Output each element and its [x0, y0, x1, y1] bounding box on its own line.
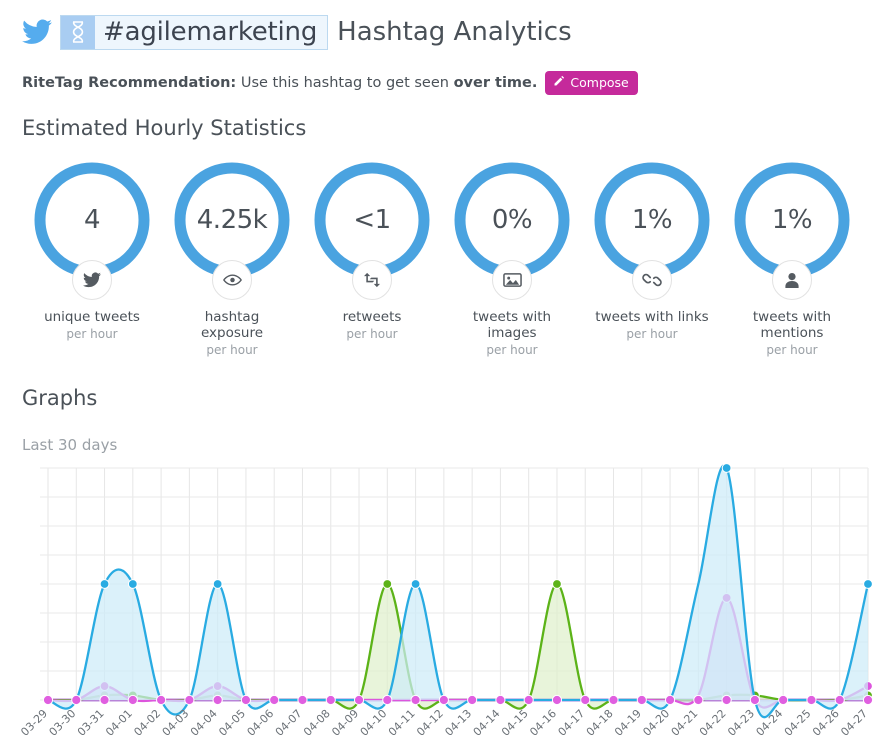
donut-chart: 4	[30, 158, 154, 300]
svg-text:04-07: 04-07	[273, 707, 305, 739]
link-icon	[632, 260, 672, 300]
svg-text:04-22: 04-22	[697, 707, 729, 739]
svg-text:04-13: 04-13	[442, 707, 474, 739]
svg-text:04-20: 04-20	[640, 707, 672, 739]
stat-unique-tweets: 4 unique tweets per hour	[22, 158, 162, 357]
svg-text:04-01: 04-01	[103, 707, 135, 739]
stat-tweets-with-images: 0% tweets with images per hour	[442, 158, 582, 357]
chart-range-label: Last 30 days	[22, 435, 118, 454]
svg-text:04-26: 04-26	[810, 707, 842, 739]
page-title: Hashtag Analytics	[337, 17, 572, 47]
stat-tweets-with-mentions: 1% tweets with mentions per hour	[722, 158, 862, 357]
stat-hashtag-exposure: 4.25k hashtag exposure per hour	[162, 158, 302, 357]
stat-sub: per hour	[66, 326, 118, 341]
svg-text:04-14: 04-14	[471, 707, 503, 739]
stat-tweets-with-links: 1% tweets with links per hour	[582, 158, 722, 357]
graphs-section-title: Graphs	[22, 385, 98, 410]
svg-text:04-11: 04-11	[386, 707, 418, 739]
svg-text:04-21: 04-21	[669, 707, 701, 739]
recommendation-row: RiteTag Recommendation: Use this hashtag…	[22, 71, 877, 95]
chart-baseline-markers	[42, 694, 874, 706]
twitter-bird-icon	[22, 18, 52, 46]
stat-value: 4.25k	[196, 205, 268, 235]
hashtag-field[interactable]: #agilemarketing	[60, 14, 329, 50]
chart-x-axis-labels: 03-2903-3003-3104-0104-0204-0304-0404-05…	[18, 707, 870, 739]
stat-sub: per hour	[766, 342, 818, 357]
eye-icon	[212, 260, 252, 300]
svg-text:03-31: 03-31	[75, 707, 107, 739]
svg-text:04-08: 04-08	[301, 707, 333, 739]
donut-chart: 4.25k	[170, 158, 294, 300]
stat-retweets: <1 retweets per hour	[302, 158, 442, 357]
svg-text:04-04: 04-04	[188, 707, 220, 739]
twitter-bird-icon	[72, 260, 112, 300]
svg-text:04-12: 04-12	[414, 707, 446, 739]
svg-text:04-10: 04-10	[358, 707, 390, 739]
svg-text:03-29: 03-29	[18, 707, 50, 739]
retweet-icon	[352, 260, 392, 300]
stat-label: tweets with links	[595, 309, 709, 325]
stat-label: unique tweets	[44, 309, 140, 325]
compose-button[interactable]: Compose	[545, 71, 638, 95]
svg-text:04-02: 04-02	[131, 707, 163, 739]
svg-text:04-27: 04-27	[838, 707, 870, 739]
stat-label: retweets	[342, 309, 402, 325]
stats-section-title: Estimated Hourly Statistics	[22, 116, 307, 140]
page-header: #agilemarketing Hashtag Analytics	[0, 0, 877, 54]
compose-label: Compose	[570, 75, 629, 90]
hashtag-timeline-chart[interactable]: 03-29 03-30 03-31 04-01 04-02 04-03 04-04 04-05…	[0, 455, 877, 750]
stat-label: tweets with images	[472, 309, 552, 341]
svg-text:04-15: 04-15	[499, 707, 531, 739]
chart-series-tweets	[46, 463, 873, 719]
svg-text:04-16: 04-16	[527, 707, 559, 739]
stat-value: 4	[83, 205, 101, 235]
donut-chart: 1%	[730, 158, 854, 300]
svg-text:04-19: 04-19	[612, 707, 644, 739]
stat-label: hashtag exposure	[200, 309, 264, 341]
donut-chart: 0%	[450, 158, 574, 300]
recommendation-prefix: RiteTag Recommendation:	[22, 75, 237, 91]
svg-text:04-18: 04-18	[584, 707, 616, 739]
stat-sub: per hour	[626, 326, 678, 341]
hashtag-value: #agilemarketing	[103, 17, 318, 47]
hourglass-icon	[61, 15, 95, 49]
svg-text:04-09: 04-09	[329, 707, 361, 739]
recommendation-emphasis: over time.	[453, 75, 538, 91]
pencil-icon	[553, 75, 570, 90]
stat-value: 1%	[631, 205, 673, 235]
svg-text:04-17: 04-17	[556, 707, 588, 739]
svg-text:04-06: 04-06	[245, 707, 277, 739]
recommendation-text: Use this hashtag to get seen	[236, 75, 454, 91]
stat-sub: per hour	[206, 342, 258, 357]
stat-value: <1	[353, 205, 391, 235]
donut-chart: 1%	[590, 158, 714, 300]
stat-value: 1%	[771, 205, 813, 235]
svg-text:04-05: 04-05	[216, 707, 248, 739]
donut-chart: <1	[310, 158, 434, 300]
stat-sub: per hour	[346, 326, 398, 341]
stat-value: 0%	[491, 205, 533, 235]
stat-sub: per hour	[486, 342, 538, 357]
chart-canvas[interactable]: 03-2903-3003-3104-0104-0204-0304-0404-05…	[0, 455, 877, 750]
svg-text:04-23: 04-23	[725, 707, 757, 739]
person-icon	[772, 260, 812, 300]
image-icon	[492, 260, 532, 300]
svg-text:04-25: 04-25	[782, 707, 814, 739]
svg-text:03-30: 03-30	[47, 707, 79, 739]
stats-row: 4 unique tweets per hour 4.25k hashtag e…	[22, 158, 862, 357]
stat-label: tweets with mentions	[752, 309, 832, 341]
